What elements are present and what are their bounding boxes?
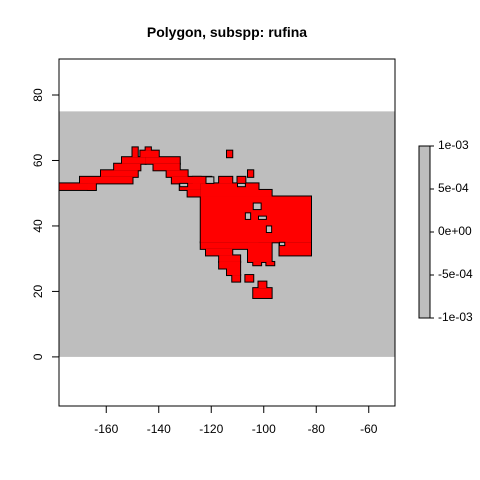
polygon-cell [206, 249, 232, 256]
colorbar-label: -1e-03 [438, 310, 473, 324]
polygon-cell [248, 242, 272, 262]
polygon-cell [232, 275, 240, 282]
polygon-cell [201, 183, 259, 196]
colorbar-label: 1e-03 [438, 138, 469, 152]
x-tick-label: -120 [199, 422, 223, 436]
x-axis: -160 -140 -120 -100 -80 -60 [94, 406, 378, 436]
polygon-cell [253, 262, 261, 265]
plot-area [54, 59, 395, 406]
y-tick-label: 0 [31, 353, 45, 360]
polygon-cell [114, 164, 140, 171]
colorbar-label: 0e+00 [438, 224, 472, 238]
polygon-cell [219, 262, 227, 269]
legend-colorbar: 1e-03 5e-04 0e+00 -5e-04 -1e-03 [419, 138, 473, 324]
polygon-cell [101, 170, 138, 177]
polygon-cell [133, 147, 138, 157]
polygon-hole [259, 216, 267, 219]
y-tick-label: 40 [31, 219, 45, 233]
polygon-cell [154, 164, 180, 171]
polygon-cell [227, 262, 240, 275]
polygon-cell [259, 190, 272, 197]
polygon-cell [188, 190, 201, 197]
x-tick-label: -60 [360, 422, 378, 436]
polygon-hole [245, 213, 250, 220]
polygon-cell [253, 288, 271, 298]
colorbar-label: 5e-04 [438, 181, 469, 195]
polygon-cell [266, 262, 274, 265]
chart-title: Polygon, subspp: rufina [147, 24, 307, 40]
polygon-cell [245, 275, 253, 282]
polygon-cell [88, 183, 96, 190]
polygon-hole [266, 226, 271, 233]
x-tick-label: -160 [94, 422, 118, 436]
y-axis: 0 20 40 60 80 [31, 88, 59, 360]
polygon-hole [238, 183, 246, 186]
x-tick-label: -100 [252, 422, 276, 436]
colorbar [419, 146, 430, 318]
y-tick-label: 20 [31, 284, 45, 298]
polygon-cell [238, 177, 246, 184]
polygon-hole [180, 183, 188, 186]
polygon-cell [122, 157, 146, 164]
x-tick-label: -140 [147, 422, 171, 436]
polygon-cell [248, 170, 253, 177]
polygon-hole [280, 242, 285, 245]
polygon-cell [167, 170, 188, 177]
polygon-cell [227, 151, 232, 158]
polygon-hole [206, 177, 214, 184]
polygon-cell [219, 177, 232, 184]
y-tick-label: 80 [31, 88, 45, 102]
polygon-cell [259, 282, 267, 289]
polygon-cell [140, 151, 158, 158]
x-tick-label: -80 [308, 422, 326, 436]
polygon-cell [219, 255, 240, 262]
polygon-hole [253, 203, 261, 210]
polygon-cell [80, 177, 133, 184]
polygon-cell [146, 147, 151, 150]
polygon-cell [146, 157, 180, 164]
colorbar-label: -5e-04 [438, 267, 473, 281]
y-tick-label: 60 [31, 153, 45, 167]
